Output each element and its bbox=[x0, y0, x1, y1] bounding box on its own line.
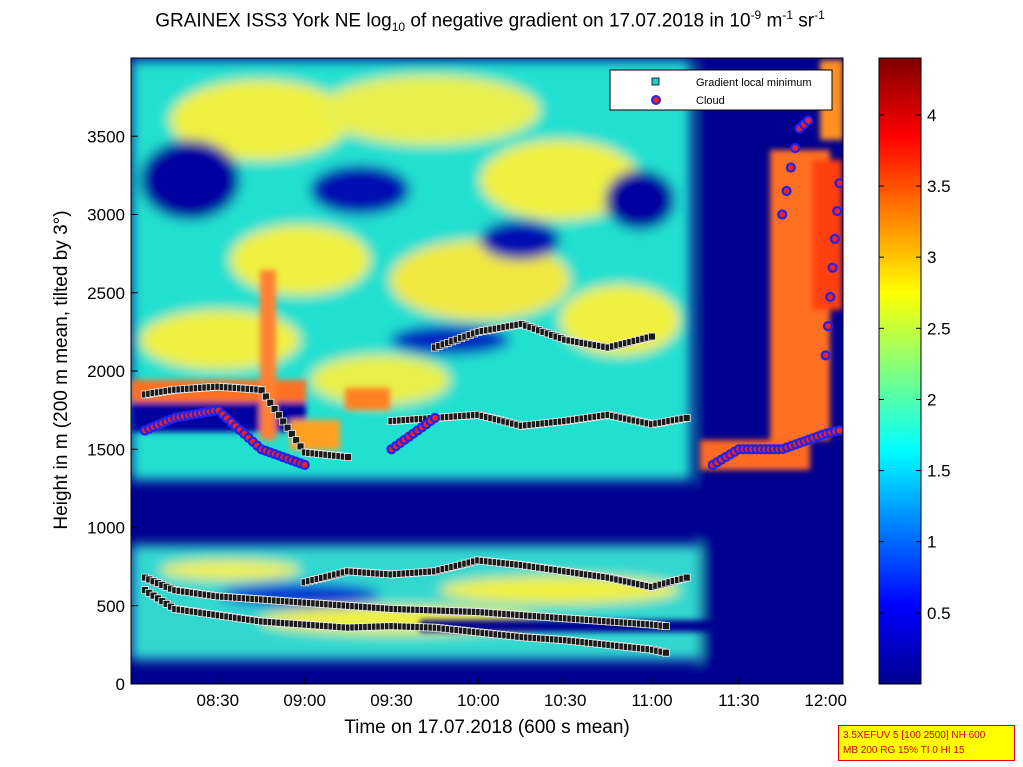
gradient-minimum-marker bbox=[292, 436, 301, 445]
legend-square-marker bbox=[651, 77, 660, 86]
heatmap-patch bbox=[480, 220, 560, 260]
colorbar-tick-label: 0.5 bbox=[927, 604, 951, 623]
y-tick-label: 1500 bbox=[87, 440, 125, 459]
x-tick-label: 08:30 bbox=[197, 691, 240, 710]
gradient-minimum-marker bbox=[296, 442, 305, 451]
y-tick-label: 0 bbox=[116, 675, 125, 694]
cloud-marker bbox=[790, 142, 801, 154]
gradient-minimum-marker bbox=[283, 423, 292, 432]
info-line-1: 3.5XEFUV 5 [100 2500] NH 600 bbox=[843, 730, 986, 741]
colorbar-tick-label: 2 bbox=[927, 390, 936, 409]
colorbar-tick-label: 1 bbox=[927, 533, 936, 552]
cloud-marker bbox=[832, 205, 843, 217]
y-tick-label: 500 bbox=[97, 597, 125, 616]
y-tick-label: 2500 bbox=[87, 284, 125, 303]
chart-title: GRAINEX ISS3 York NE log10 of negative g… bbox=[155, 8, 825, 35]
colorbar-tick-label: 1.5 bbox=[927, 462, 951, 481]
y-tick-label: 3500 bbox=[87, 127, 125, 146]
colorbar-tick-label: 4 bbox=[927, 106, 936, 125]
y-tick-label: 3000 bbox=[87, 206, 125, 225]
cloud-marker bbox=[803, 115, 814, 126]
heatmap-patch bbox=[440, 576, 680, 604]
gradient-minimum-marker bbox=[270, 405, 279, 413]
heatmap-patch bbox=[700, 60, 760, 680]
cloud-marker bbox=[299, 459, 310, 470]
x-tick-label: 11:30 bbox=[718, 691, 759, 710]
y-tick-label: 1000 bbox=[87, 519, 125, 538]
legend: Gradient local minimum Cloud bbox=[609, 69, 833, 111]
heatmap-patch bbox=[390, 240, 570, 320]
gradient-minimum-marker bbox=[266, 398, 275, 407]
gradient-minimum-marker bbox=[648, 332, 656, 341]
gradient-minimum-marker bbox=[287, 430, 296, 438]
gradient-minimum-marker bbox=[275, 411, 283, 420]
info-box: 3.5XEFUV 5 [100 2500] NH 600 MB 200 RG 1… bbox=[838, 725, 1015, 761]
heatmap-patch bbox=[480, 140, 640, 220]
x-tick-label: 09:30 bbox=[370, 691, 413, 710]
x-axis: 08:30 09:00 09:30 10:00 10:30 11:00 11:30 12:00 bbox=[197, 677, 847, 710]
cloud-marker bbox=[781, 185, 792, 197]
gradient-minimum-marker bbox=[279, 417, 288, 426]
heatmap-patch bbox=[310, 165, 410, 215]
gradient-minimum-marker bbox=[257, 386, 266, 395]
cloud-marker bbox=[822, 321, 834, 332]
colorbar bbox=[878, 57, 922, 685]
legend-label-cloud: Cloud bbox=[696, 95, 725, 107]
cloud-marker bbox=[429, 412, 441, 424]
y-axis: 0 500 1000 1500 2000 2500 3000 3500 bbox=[87, 127, 138, 694]
colorbar-tick-label: 3 bbox=[927, 248, 936, 267]
x-tick-label: 10:30 bbox=[544, 691, 587, 710]
gradient-minimum-marker bbox=[682, 573, 691, 582]
cloud-marker bbox=[825, 291, 836, 303]
x-tick-label: 10:00 bbox=[457, 691, 500, 710]
gradient-minimum-marker bbox=[661, 648, 670, 657]
x-tick-label: 12:00 bbox=[804, 691, 847, 710]
gradient-minimum-marker bbox=[344, 453, 352, 461]
x-tick-label: 11:00 bbox=[631, 691, 672, 710]
gradient-minimum-marker bbox=[661, 622, 670, 630]
info-line-2: MB 200 RG 15% TI 0 HI 15 bbox=[843, 745, 965, 756]
cloud-marker bbox=[777, 209, 788, 220]
heatmap-patch bbox=[140, 140, 240, 220]
cloud-marker bbox=[785, 162, 797, 173]
y-tick-label: 2000 bbox=[87, 362, 125, 381]
legend-box bbox=[609, 69, 833, 111]
heatmap-patch bbox=[320, 75, 540, 145]
cloud-marker bbox=[834, 178, 843, 189]
x-tick-label: 09:00 bbox=[283, 691, 326, 710]
heatmap-patch bbox=[230, 225, 370, 295]
colorbar-tick-label: 3.5 bbox=[927, 177, 951, 196]
cloud-marker bbox=[834, 425, 843, 436]
heatmap-patch bbox=[605, 170, 675, 230]
cloud-marker bbox=[827, 262, 838, 273]
gradient-minimum-marker bbox=[682, 414, 691, 422]
cloud-marker bbox=[820, 350, 831, 361]
heatmap-warm-layer bbox=[345, 388, 390, 410]
heatmap-patch bbox=[160, 560, 300, 580]
heatmap-warm-layer bbox=[260, 270, 276, 440]
colorbar-tick-label: 2.5 bbox=[927, 319, 951, 338]
legend-label-gradient: Gradient local minimum bbox=[696, 77, 812, 89]
cloud-marker bbox=[829, 233, 840, 244]
gradient-minimum-marker bbox=[262, 392, 270, 401]
x-axis-label: Time on 17.07.2018 (600 s mean) bbox=[344, 717, 630, 738]
heatmap-field bbox=[131, 60, 843, 680]
colorbar-ticks: 0.5 1 1.5 2 2.5 3 3.5 4 bbox=[879, 106, 951, 623]
heatmap-patch bbox=[170, 80, 350, 160]
marker-layer bbox=[139, 115, 843, 657]
legend-circle-marker bbox=[651, 95, 661, 105]
y-axis-label: Height in m (200 m mean, tilted by 3°) bbox=[51, 210, 72, 530]
